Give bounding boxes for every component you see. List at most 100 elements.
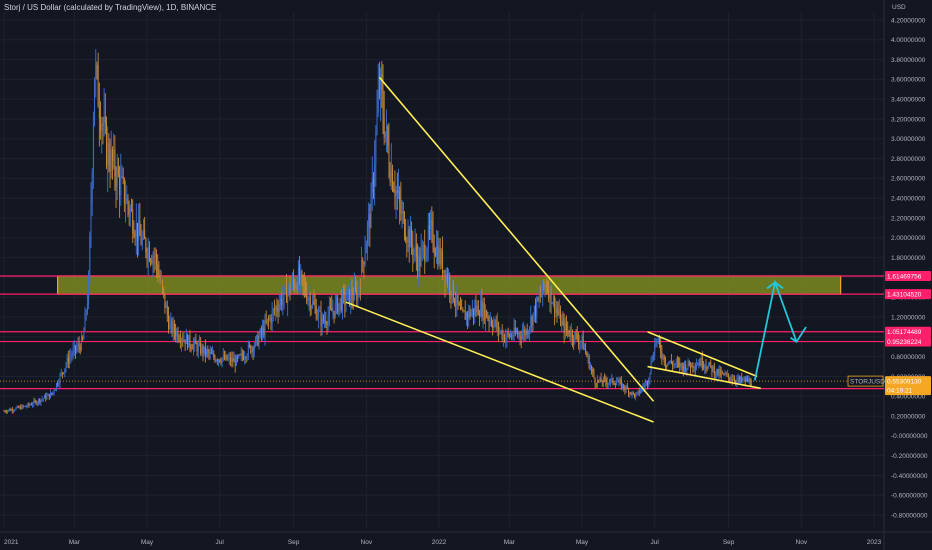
candle-body	[649, 372, 651, 380]
candle-body	[549, 286, 551, 299]
candle-body	[305, 284, 306, 294]
y-tick-label: 0.80000000	[891, 354, 926, 361]
candle-body	[65, 364, 67, 369]
candle-body	[220, 361, 222, 363]
candle-body	[280, 298, 281, 304]
candle-body	[307, 298, 309, 301]
y-tick-label: -0.60000000	[891, 493, 928, 500]
level-price-tag: 1.61469756	[887, 273, 922, 280]
candle-body	[552, 296, 554, 304]
candle-body	[270, 317, 272, 323]
candle-body	[333, 310, 335, 317]
candle-body	[64, 368, 66, 374]
candle-body	[706, 367, 708, 369]
candle-body	[61, 372, 63, 373]
y-tick-label: 2.20000000	[891, 215, 926, 222]
candle-body	[413, 250, 415, 255]
candle-body	[377, 89, 379, 113]
candle-body	[358, 287, 360, 292]
candle-body	[492, 324, 494, 329]
candle-body	[69, 356, 70, 364]
x-tick-label: Jul	[651, 539, 660, 546]
candle-body	[91, 172, 93, 203]
x-tick-label: Mar	[69, 539, 81, 546]
candle-body	[363, 262, 365, 265]
x-tick-label: Jul	[216, 539, 225, 546]
candle-body	[717, 368, 719, 375]
candle-body	[179, 340, 181, 343]
candle-body	[278, 303, 280, 312]
candle-body	[592, 369, 594, 372]
candle-body	[411, 228, 413, 245]
candle-body	[687, 360, 689, 368]
candle-body	[82, 336, 84, 340]
candle-body	[157, 264, 159, 275]
candle-body	[121, 175, 123, 177]
candle-body	[569, 334, 571, 338]
candle-body	[580, 341, 582, 343]
candle-body	[164, 293, 166, 308]
candle-body	[530, 316, 532, 328]
candle-body	[34, 400, 36, 402]
x-tick-label: May	[576, 539, 589, 546]
candle-body	[45, 395, 47, 399]
candle-body	[402, 211, 404, 214]
candle-body	[434, 252, 436, 256]
candle-body	[600, 377, 602, 382]
candle-body	[231, 357, 233, 362]
candle-body	[438, 248, 440, 265]
candle-body	[471, 308, 473, 313]
candle-body	[146, 252, 148, 259]
level-price-tag-bg	[885, 289, 931, 300]
candle-body	[16, 406, 18, 408]
candle-body	[685, 363, 687, 371]
candle-body	[387, 126, 389, 146]
candle-body	[325, 320, 327, 324]
candle-body	[96, 65, 98, 66]
candle-body	[611, 378, 613, 380]
candle-body	[135, 222, 137, 237]
candle-body	[574, 332, 576, 342]
candle-body	[651, 360, 653, 362]
candle-body	[731, 379, 733, 381]
candle-body	[222, 355, 224, 359]
candle-body	[189, 335, 191, 347]
candle-body	[500, 330, 502, 332]
candle-body	[295, 285, 297, 288]
candle-body	[465, 313, 467, 320]
candle-body	[106, 122, 107, 166]
candle-body	[54, 389, 56, 392]
y-tick-label: 1.80000000	[891, 255, 926, 262]
candle-body	[265, 320, 267, 323]
candle-body	[133, 233, 135, 237]
candle-body	[444, 270, 446, 282]
candle-body	[227, 358, 229, 360]
candle-body	[505, 337, 507, 342]
candle-body	[249, 345, 250, 346]
candle-body	[436, 245, 438, 256]
candle-body	[695, 365, 697, 369]
candle-body	[533, 306, 535, 313]
candle-body	[46, 395, 48, 399]
candle-body	[224, 355, 225, 360]
candle-body	[221, 358, 223, 363]
candle-body	[593, 371, 595, 378]
candle-body	[455, 304, 457, 305]
candle-body	[659, 338, 660, 345]
candle-body	[368, 214, 370, 226]
candle-body	[558, 310, 560, 315]
candle-body	[218, 359, 219, 362]
candle-body	[660, 344, 662, 353]
candle-body	[207, 349, 209, 352]
symbol-tag: STORJUSD	[850, 379, 885, 386]
candle-body	[625, 386, 627, 390]
x-tick-label: 2021	[4, 539, 19, 546]
candle-body	[400, 202, 402, 214]
candle-body	[66, 357, 68, 365]
candle-body	[705, 365, 707, 368]
candle-body	[19, 406, 20, 408]
candle-body	[294, 282, 296, 288]
